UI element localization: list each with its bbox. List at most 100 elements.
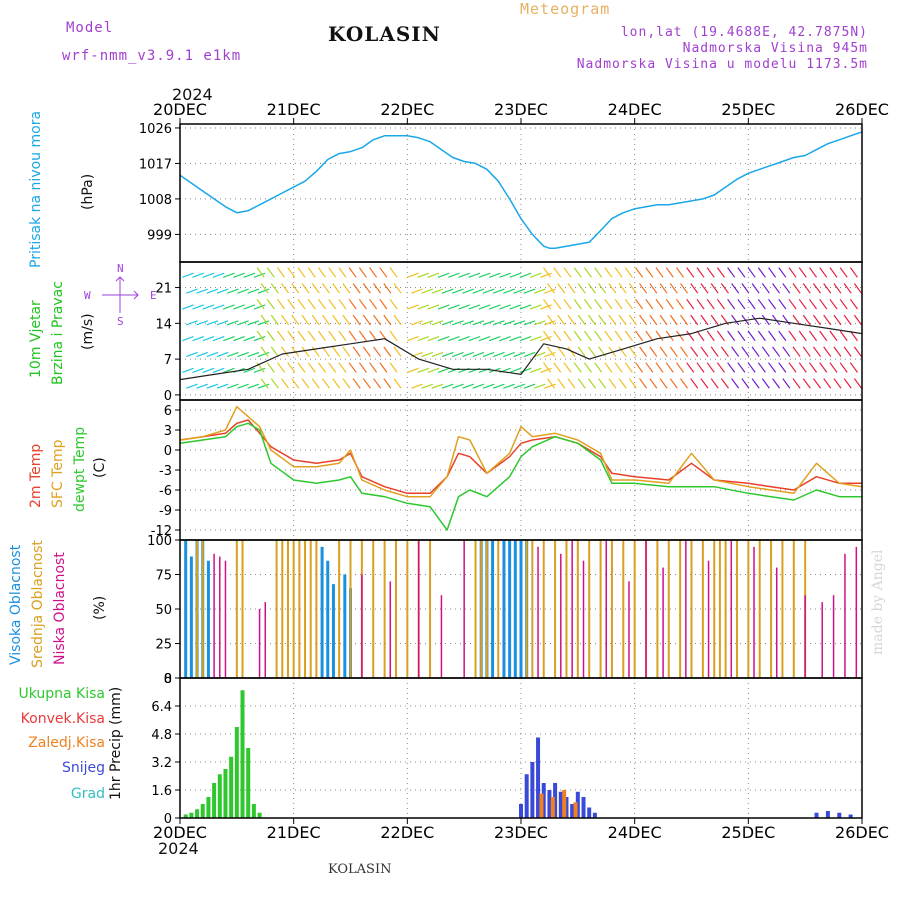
wind-barb — [338, 362, 347, 373]
wind-barb — [635, 330, 644, 342]
wind-barb — [604, 362, 613, 373]
precip-total-bar — [246, 748, 251, 818]
wind-barb — [407, 367, 419, 373]
wind-barb — [808, 330, 818, 342]
wind-barb — [478, 304, 491, 310]
wind-barb — [563, 267, 572, 278]
wind-barb — [540, 304, 552, 310]
xtick-label-bottom: 23DEC — [494, 823, 548, 842]
wind-barb — [706, 267, 715, 278]
compass-arrows-icon — [102, 276, 139, 313]
wind-barb — [833, 314, 842, 326]
wind-barb — [778, 362, 787, 373]
wind-barb — [533, 383, 546, 389]
wind-barb — [696, 298, 705, 310]
wind-barb — [608, 378, 617, 389]
wind-barb — [802, 346, 811, 357]
wind-barb — [731, 346, 740, 357]
precip-snow-bar — [837, 812, 842, 818]
wind-barb — [270, 283, 279, 294]
wind-barb — [604, 330, 613, 342]
wind-barb — [222, 367, 235, 373]
wind-barb — [499, 336, 511, 342]
wind-barb — [328, 362, 337, 373]
wind-barb — [628, 283, 637, 294]
wind-barb — [614, 267, 623, 278]
wind-barb — [849, 298, 858, 310]
wind-barb — [352, 378, 361, 389]
wind-barb — [196, 320, 208, 326]
wind-barb — [614, 362, 623, 373]
wind-barb — [277, 362, 286, 373]
wind-barb — [553, 330, 562, 342]
wind-barb — [710, 378, 719, 389]
wind-barb — [716, 330, 725, 342]
wind-barb — [649, 378, 658, 389]
wind-barb — [182, 304, 194, 310]
ytick-label: 3 — [164, 424, 172, 439]
precip-snow-bar — [541, 783, 546, 818]
wind-barb — [499, 272, 511, 278]
wind-barb — [369, 362, 378, 373]
precip-snow-bar — [547, 790, 552, 818]
wind-barb — [747, 267, 756, 278]
wind-barb — [270, 346, 279, 357]
wind-barb — [421, 351, 434, 358]
wind-barb — [819, 267, 828, 278]
wind-barb — [761, 314, 770, 326]
wind-barb — [737, 362, 746, 373]
precip-total-bar — [200, 804, 205, 818]
precip-snow-bar — [519, 804, 523, 818]
ytick-label: 0 — [164, 389, 172, 404]
wind-barb — [839, 298, 848, 310]
wind-barb — [782, 378, 791, 389]
wind-barb — [417, 272, 430, 278]
wind-barb — [768, 330, 777, 342]
wind-barb — [843, 314, 852, 326]
wind-barb — [186, 288, 198, 294]
wind-barb — [798, 362, 807, 373]
wind-barb — [257, 351, 270, 358]
wind-barb — [257, 320, 270, 326]
wind-barb — [557, 283, 566, 294]
wind-barb — [431, 288, 444, 294]
wind-barb — [594, 330, 603, 342]
wind-barb — [543, 267, 552, 278]
wind-barb — [533, 351, 546, 358]
wind-barb — [700, 283, 709, 294]
wind-barb — [458, 272, 470, 278]
wind-barb — [819, 362, 828, 373]
wind-barb — [782, 346, 791, 357]
wind-barb — [819, 298, 828, 310]
precip-snow-bar — [825, 811, 830, 818]
wind-barb — [348, 330, 357, 342]
wind-barb — [645, 362, 654, 373]
wind-barb — [823, 378, 832, 389]
wind-barb — [675, 362, 685, 373]
wind-barb — [452, 351, 464, 358]
wind-barb — [369, 267, 378, 278]
wind-barb — [287, 330, 296, 342]
wind-barb — [287, 362, 296, 373]
wind-barb — [639, 283, 648, 294]
ytick-label: 14 — [155, 317, 172, 332]
wind-barb — [761, 346, 770, 357]
wind-barb — [358, 362, 367, 373]
wind-barb — [383, 378, 392, 389]
wind-barb — [523, 351, 536, 358]
wind-barb — [441, 351, 454, 358]
wind-barb — [573, 267, 582, 278]
wind-barb — [411, 320, 423, 326]
wind-barb — [216, 288, 229, 294]
wind-barb — [727, 362, 736, 373]
wind-barb — [624, 362, 633, 373]
wind-barb — [553, 267, 562, 278]
precip-total-bar — [183, 814, 188, 818]
footer-station: KOLASIN — [328, 862, 392, 877]
wind-barb — [358, 330, 367, 342]
wind-barb — [338, 267, 347, 278]
wind-barb — [655, 362, 664, 373]
wind-barb — [338, 298, 347, 310]
wind-barb — [737, 267, 746, 278]
wind-barb — [594, 298, 603, 310]
